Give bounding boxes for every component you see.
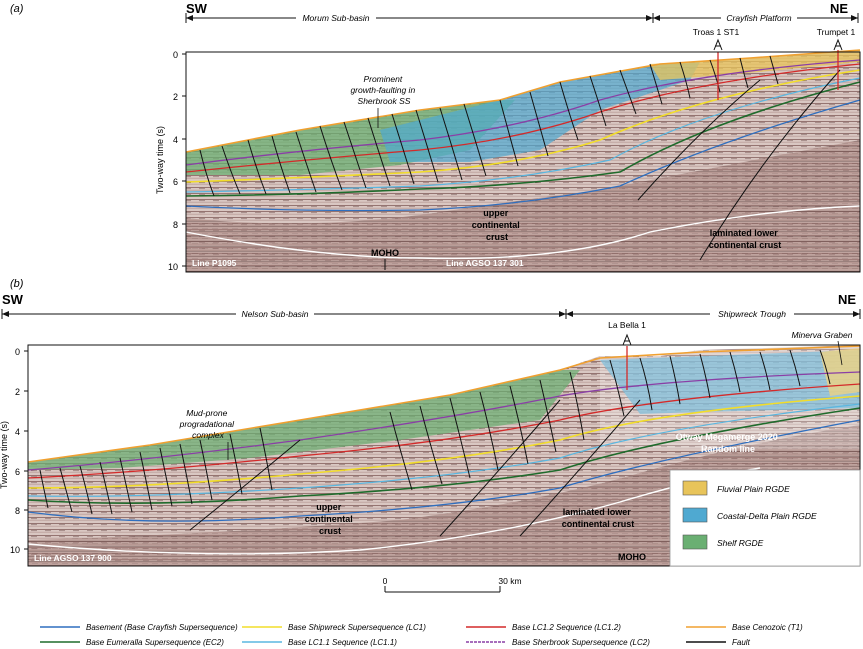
legend-lc12: Base LC1.2 Sequence (LC1.2) [512,623,621,632]
scale-bar: 0 30 km [383,576,522,593]
panel-b-y-axis-label: Two-way time (s) [0,421,9,489]
panel-a: (a) SW NE Morum Sub-basin Crayfish Platf… [10,1,861,273]
legend-eumeralla: Base Eumeralla Supersequence (EC2) [86,638,224,647]
panel-b-tick: 2 [15,387,20,397]
panel-a-tick: 0 [173,50,178,60]
panel-b-tick: 0 [15,347,20,357]
panel-b-tick: 4 [15,427,20,437]
panel-b-line-agso: Line AGSO 137 900 [34,553,112,563]
panel-a-upper-crust: upper continental crust [472,208,523,242]
panel-a-lower-crust: laminated lower continental crust [709,228,782,250]
panel-a-right-region: Crayfish Platform [726,13,791,23]
panel-a-right-direction: NE [830,1,848,16]
panel-b-random-line: Otway Megamerge 2020 Random line [676,432,781,454]
legend-basement: Basement (Base Crayfish Supersequence) [86,623,238,632]
panel-b-section [27,344,861,567]
panel-b: (b) SW NE Nelson Sub-basin Shipwreck Tro… [0,278,861,567]
panel-b-upper-crust: upper continental crust [305,502,356,536]
scale-zero: 0 [383,576,388,586]
panel-a-well-troas: Troas 1 ST1 [693,27,740,51]
panel-a-left-region: Morum Sub-basin [302,13,369,23]
panel-b-tick: 6 [15,467,20,477]
rgde-legend: Fluvial Plain RGDE Coastal-Delta Plain R… [669,469,861,567]
panel-b-well-labella-label: La Bella 1 [608,320,646,330]
scale-end: 30 km [498,576,521,586]
panel-a-tick: 2 [173,92,178,102]
panel-b-mud-annotation: Mud-prone progradational complex [179,408,237,440]
shelf-swatch [682,534,708,550]
panel-b-right-region: Shipwreck Trough [718,309,786,319]
coastal-label: Coastal-Delta Plain RGDE [717,511,817,521]
panel-b-right-direction: NE [838,292,856,307]
coastal-swatch [682,507,708,523]
panel-b-letter: (b) [10,278,24,290]
legend-fault: Fault [732,638,751,647]
panel-a-section [185,49,861,273]
legend-shipwreck: Base Shipwreck Supersequence (LC1) [288,623,426,632]
panel-a-line-p1095: Line P1095 [192,258,237,268]
panel-a-letter: (a) [10,3,24,15]
panel-a-y-axis-label: Two-way time (s) [155,126,165,194]
panel-b-left-region: Nelson Sub-basin [241,309,308,319]
panel-a-y-axis: 0 2 4 6 8 10 Two-way time (s) [155,50,187,272]
legend-lc11: Base LC1.1 Sequence (LC1.1) [288,638,397,647]
panel-a-tick: 6 [173,177,178,187]
panel-a-well-trumpet-label: Trumpet 1 [817,27,856,37]
panel-a-well-troas-label: Troas 1 ST1 [693,27,740,37]
panel-a-well-trumpet: Trumpet 1 [817,27,856,51]
panel-b-tick: 8 [15,506,20,516]
legend-cenozoic: Base Cenozoic (T1) [732,623,803,632]
panel-a-tick: 4 [173,135,178,145]
fluvial-swatch [682,480,708,496]
panel-a-tick: 8 [173,220,178,230]
panel-b-y-axis: 0 2 4 6 8 10 Two-way time (s) [0,345,29,566]
shelf-label: Shelf RGDE [717,538,764,548]
panel-b-moho: MOHO [618,552,646,562]
panel-b-graben-label: Minerva Graben [792,330,853,340]
panel-a-line-agso: Line AGSO 137 301 [446,258,524,268]
legend-sherbrook: Base Sherbrook Supersequence (LC2) [512,638,650,647]
panel-a-left-direction: SW [186,1,208,16]
panel-a-tick: 10 [168,262,178,272]
horizon-legend: Basement (Base Crayfish Supersequence) B… [40,623,803,647]
panel-b-well-labella: La Bella 1 [608,320,646,346]
panel-a-moho: MOHO [371,248,399,258]
panel-b-left-direction: SW [2,292,24,307]
panel-b-tick: 10 [10,545,20,555]
panel-a-growth-annotation: Prominent growth-faulting in Sherbrook S… [350,74,417,106]
panel-b-lower-crust: laminated lower continental crust [562,507,635,529]
fluvial-label: Fluvial Plain RGDE [717,484,790,494]
